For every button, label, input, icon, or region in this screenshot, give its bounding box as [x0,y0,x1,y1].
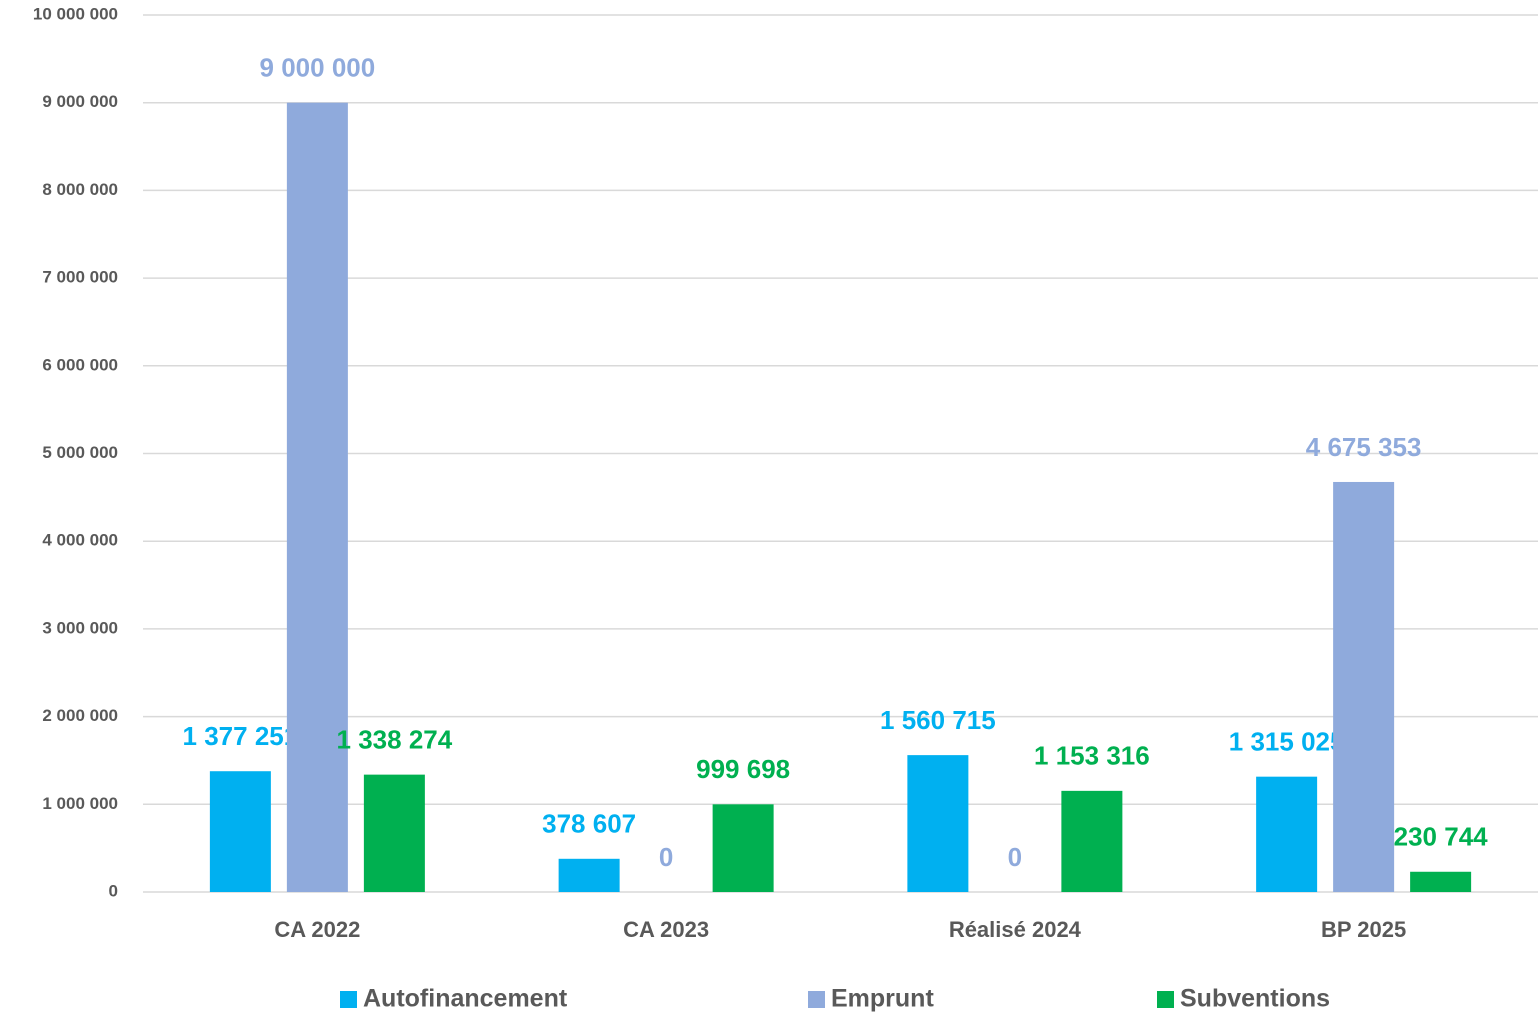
data-label: 0 [659,842,673,872]
y-tick-label: 10 000 000 [33,4,118,23]
bar [1333,481,1395,892]
bar [712,804,774,892]
data-label: 378 607 [542,809,636,839]
bar [1256,776,1318,892]
y-tick-label: 6 000 000 [42,355,118,374]
data-label: 1 315 025 [1229,727,1345,757]
y-tick-label: 5 000 000 [42,443,118,462]
data-label: 9 000 000 [260,53,376,83]
legend-swatch [340,991,357,1008]
x-tick-label: Réalisé 2024 [949,917,1082,942]
y-tick-label: 3 000 000 [42,618,118,637]
legend-label: Subventions [1180,985,1330,1013]
data-label: 1 153 316 [1034,741,1150,771]
x-tick-label: CA 2022 [274,917,360,942]
x-tick-label: BP 2025 [1321,917,1406,942]
y-tick-label: 0 [109,881,118,900]
data-label: 4 675 353 [1306,432,1422,462]
x-tick-label: CA 2023 [623,917,709,942]
data-label: 0 [1008,842,1022,872]
y-tick-label: 9 000 000 [42,92,118,111]
data-label: 999 698 [696,754,790,784]
legend-label: Autofinancement [363,985,568,1013]
bar [1410,871,1472,892]
y-tick-label: 4 000 000 [42,531,118,550]
data-label: 1 377 251 [183,721,299,751]
data-label: 1 338 274 [337,725,453,755]
y-tick-label: 1 000 000 [42,794,118,813]
legend-swatch [1157,991,1174,1008]
legend-swatch [808,991,825,1008]
bar [209,771,271,892]
data-label: 1 560 715 [880,705,996,735]
y-tick-label: 2 000 000 [42,706,118,725]
bar [286,102,348,892]
data-label: 230 744 [1394,822,1489,852]
legend-label: Emprunt [831,985,934,1013]
bar [363,774,425,892]
y-tick-label: 7 000 000 [42,268,118,287]
y-tick-label: 8 000 000 [42,180,118,199]
bar [1061,790,1123,892]
bar [558,858,620,892]
bar [907,755,969,892]
